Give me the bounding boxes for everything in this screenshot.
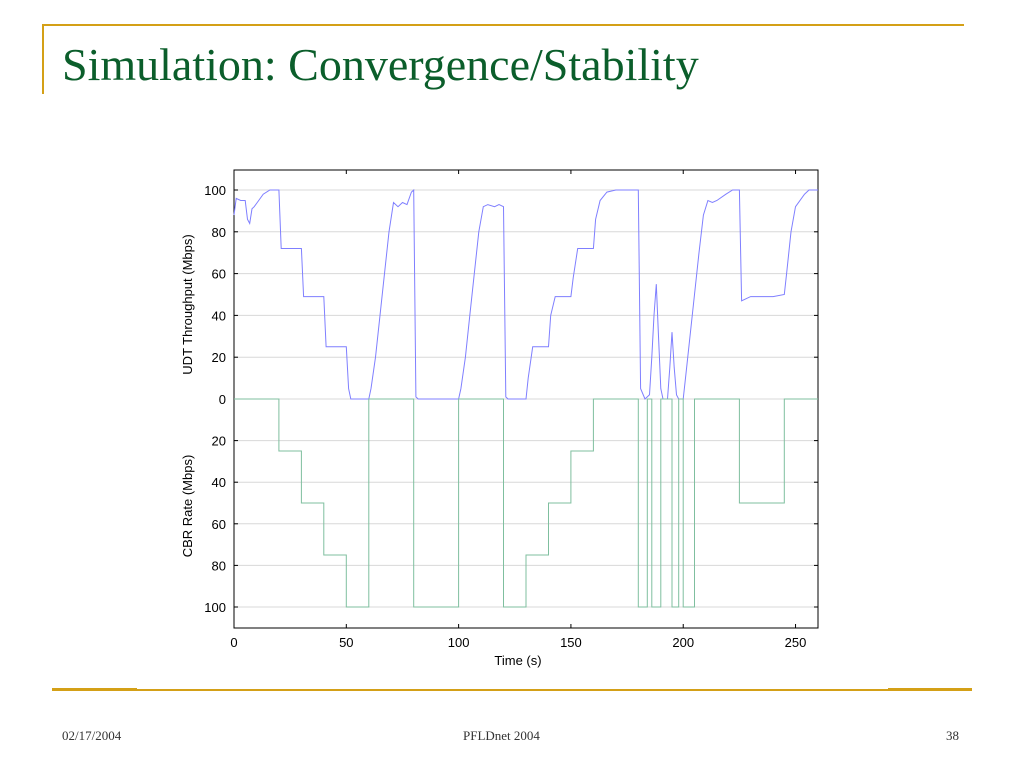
y-tick-label-lower: 20 — [212, 434, 226, 449]
y-axis-label-upper: UDT Throughput (Mbps) — [180, 234, 195, 374]
footer-date: 02/17/2004 — [62, 728, 122, 743]
x-tick-label: 0 — [230, 635, 237, 650]
footer-rule-accent-right — [888, 688, 972, 691]
slide-title: Simulation: Convergence/Stability — [62, 39, 699, 90]
y-tick-label-upper: 0 — [219, 392, 226, 407]
y-tick-label-upper: 20 — [212, 350, 226, 365]
x-tick-label: 250 — [785, 635, 807, 650]
footer-rule — [52, 688, 972, 691]
y-tick-label-lower: 80 — [212, 558, 226, 573]
x-tick-label: 50 — [339, 635, 353, 650]
cbr-rate-series — [234, 398, 818, 608]
udt-throughput-series — [233, 188, 818, 400]
x-axis-label: Time (s) — [494, 653, 541, 668]
y-tick-label-lower: 60 — [212, 517, 226, 532]
footer-event: PFLDnet 2004 — [463, 728, 540, 743]
frame-top-rule — [42, 24, 964, 26]
footer-rule-accent-left — [52, 688, 137, 691]
y-tick-label-lower: 40 — [212, 475, 226, 490]
y-tick-label-lower: 100 — [204, 600, 226, 615]
y-tick-label-upper: 100 — [204, 183, 226, 198]
y-axis-label-lower: CBR Rate (Mbps) — [180, 455, 195, 558]
footer-page-number: 38 — [946, 728, 959, 743]
y-tick-label-upper: 80 — [212, 225, 226, 240]
x-tick-label: 150 — [560, 635, 582, 650]
y-tick-label-upper: 40 — [212, 308, 226, 323]
x-tick-label: 100 — [448, 635, 470, 650]
x-tick-label: 200 — [672, 635, 694, 650]
frame-left-rule — [42, 24, 44, 94]
y-tick-label-upper: 60 — [212, 267, 226, 282]
